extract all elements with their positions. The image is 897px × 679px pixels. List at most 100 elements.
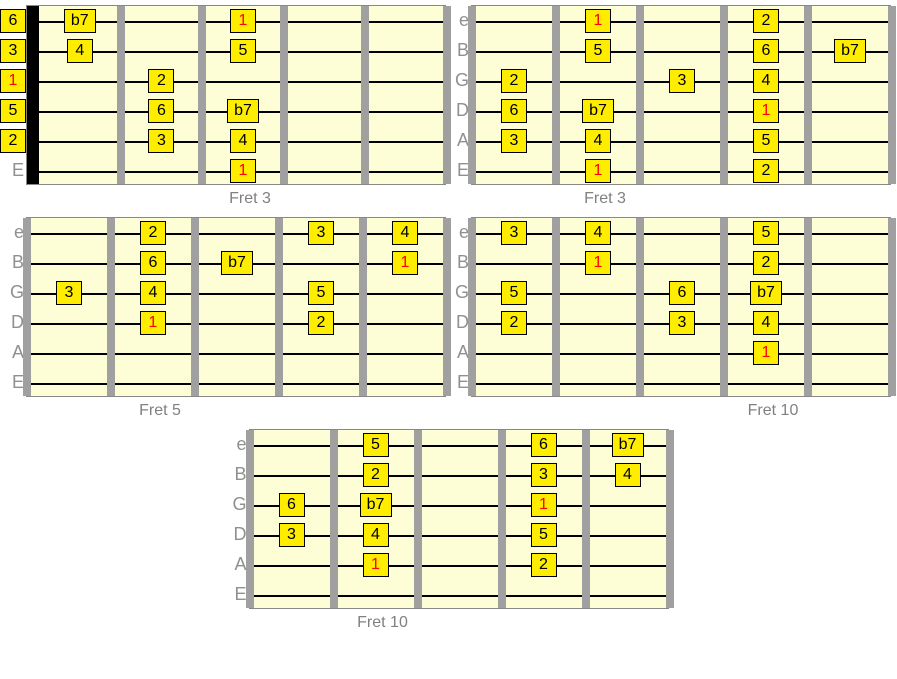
diagram-body: eBGDAE6352b74163152b74 — [229, 429, 669, 609]
fret-note: 4 — [67, 39, 93, 63]
fret-note: 5 — [531, 523, 557, 547]
fret-note: 6 — [279, 493, 305, 517]
row-3: eBGDAE6352b74163152b74Fret 10 — [229, 429, 669, 636]
string-line — [472, 383, 890, 385]
string-labels: eBGDAE — [6, 217, 24, 397]
fret-note: 5 — [363, 433, 389, 457]
fret-note: 3 — [279, 523, 305, 547]
fret-line — [23, 218, 31, 396]
fret-note: 1 — [230, 9, 256, 33]
string-labels: eBGDAE — [451, 5, 469, 185]
fret-note: 2 — [140, 221, 166, 245]
fret-line — [191, 218, 199, 396]
string-line — [250, 445, 668, 447]
fret-note: 5 — [308, 281, 334, 305]
fret-label: Fret 10 — [461, 402, 881, 424]
fret-label-text: Fret 3 — [584, 190, 626, 208]
fret-note: b7 — [64, 9, 96, 33]
string-line — [250, 595, 668, 597]
fretboard: 352416352b741 — [471, 217, 891, 397]
row-2: eBGDAE32641b735241Fret 5 eBGDAE352416352… — [6, 217, 891, 424]
string-label: E — [6, 367, 24, 397]
string-line — [27, 323, 445, 325]
fret-note: 3 — [148, 129, 174, 153]
string-line — [472, 141, 890, 143]
fret-line — [498, 430, 506, 608]
string-label: E — [229, 579, 247, 609]
fret-note: 2 — [501, 311, 527, 335]
string-label: D — [229, 519, 247, 549]
string-line — [472, 21, 890, 23]
string-line — [27, 383, 445, 385]
fret-line — [280, 6, 288, 184]
fret-label-text: Fret 5 — [139, 402, 181, 420]
diagram-body: eBGDAE63152b7426315b741 — [6, 5, 446, 185]
fret-note: 3 — [669, 311, 695, 335]
fret-note: 3 — [501, 221, 527, 245]
fret-line — [359, 218, 367, 396]
string-label: D — [6, 307, 24, 337]
diagram-body: eBGDAE352416352b741 — [451, 217, 891, 397]
string-label: A — [451, 337, 469, 367]
fret-line — [804, 218, 812, 396]
fret-note: 6 — [669, 281, 695, 305]
fret-note: 1 — [585, 159, 611, 183]
fret-line — [636, 6, 644, 184]
fretboard: 63152b7426315b741 — [26, 5, 446, 185]
string-label: G — [451, 65, 469, 95]
row-1: eBGDAE63152b7426315b741Fret 3 eBGDAE1526… — [6, 5, 891, 212]
fret-note: 2 — [148, 69, 174, 93]
string-line — [472, 233, 890, 235]
string-label: E — [6, 155, 24, 185]
fret-note: b7 — [227, 99, 259, 123]
fret-note: 2 — [363, 463, 389, 487]
fret-note: 2 — [531, 553, 557, 577]
fretboard: 6352b74163152b74 — [249, 429, 669, 609]
fret-note: 6 — [0, 9, 26, 33]
diagrams-container: eBGDAE 6 3 1 5 2 b7 4 2 6 3 1 5 b7 4 1 Fret 3 eBGDAE 1 5 2 6… — [5, 5, 892, 636]
fret-line — [720, 218, 728, 396]
fret-note: 5 — [0, 99, 26, 123]
fret-note: 1 — [140, 311, 166, 335]
fret-note: 3 — [0, 39, 26, 63]
fret-note: 4 — [585, 221, 611, 245]
string-line — [472, 171, 890, 173]
string-label: E — [451, 155, 469, 185]
fret-note: 5 — [753, 129, 779, 153]
fret-label: Fret 10 — [239, 614, 659, 636]
fret-line — [636, 218, 644, 396]
string-line — [250, 475, 668, 477]
fret-note: 2 — [753, 159, 779, 183]
fret-note: 1 — [230, 159, 256, 183]
string-label: A — [229, 549, 247, 579]
fret-line — [888, 218, 896, 396]
fret-label-text: Fret 3 — [229, 190, 271, 208]
nut — [27, 6, 39, 184]
fret-note: 4 — [615, 463, 641, 487]
fret-line — [443, 218, 451, 396]
string-line — [472, 263, 890, 265]
fretboard-diagram: eBGDAE32641b735241Fret 5 — [6, 217, 446, 424]
fret-line — [198, 6, 206, 184]
fret-note: 2 — [753, 251, 779, 275]
string-label: A — [6, 337, 24, 367]
fret-note: 3 — [669, 69, 695, 93]
fret-label: Fret 3 — [461, 190, 881, 212]
fret-note: 5 — [501, 281, 527, 305]
string-label: D — [451, 307, 469, 337]
fret-line — [666, 430, 674, 608]
fret-line — [720, 6, 728, 184]
string-label: B — [6, 247, 24, 277]
fret-note: 4 — [753, 69, 779, 93]
fret-line — [275, 218, 283, 396]
fret-note: 6 — [148, 99, 174, 123]
string-line — [27, 293, 445, 295]
fret-line — [117, 6, 125, 184]
string-label: E — [451, 367, 469, 397]
fret-note: b7 — [750, 281, 782, 305]
string-label: B — [229, 459, 247, 489]
fretboard: 32641b735241 — [26, 217, 446, 397]
fret-note: 3 — [56, 281, 82, 305]
string-label: B — [451, 247, 469, 277]
fret-line — [414, 430, 422, 608]
